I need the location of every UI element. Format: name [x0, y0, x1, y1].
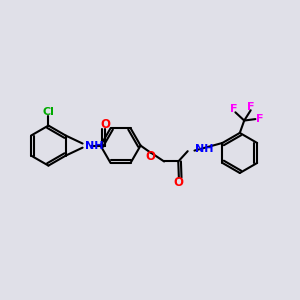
- Text: O: O: [100, 118, 110, 131]
- Text: F: F: [256, 114, 263, 124]
- Text: NH: NH: [195, 144, 214, 154]
- Text: F: F: [230, 104, 238, 114]
- Text: O: O: [174, 176, 184, 189]
- Text: Cl: Cl: [43, 107, 54, 117]
- Text: NH: NH: [85, 141, 103, 151]
- Text: F: F: [247, 102, 254, 112]
- Text: O: O: [146, 150, 156, 163]
